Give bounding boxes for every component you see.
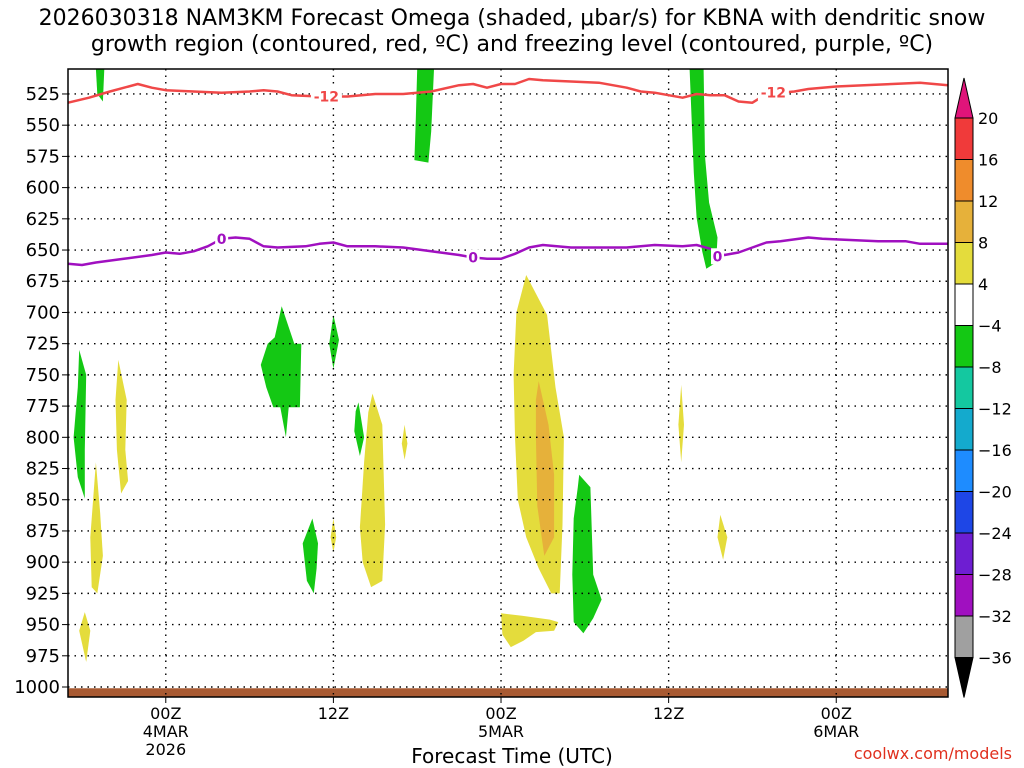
contour-label-bg-2-2 — [466, 249, 480, 266]
colorbar-label-9: −16 — [978, 441, 1012, 460]
colorbar-bin-4 — [954, 242, 974, 285]
colorbar-bin-13 — [954, 615, 974, 658]
y-tick-label-650: 650 — [26, 240, 60, 261]
y-tick-label-975: 975 — [26, 646, 60, 667]
omega-sinking-region-15 — [401, 424, 408, 460]
y-tick-label-525: 525 — [26, 84, 60, 105]
colorbar-label-10: −20 — [978, 483, 1012, 502]
omega-sinking-region-10 — [115, 359, 129, 494]
colorbar-bin-6 — [954, 325, 974, 368]
y-tick-label-725: 725 — [26, 334, 60, 355]
omega-ascent-region-3 — [689, 69, 718, 269]
y-tick-label-550: 550 — [26, 115, 60, 136]
contour-label-bg-1-1 — [310, 88, 342, 105]
colorbar-label-6: −4 — [978, 317, 1002, 336]
colorbar-label-1: 20 — [978, 109, 998, 128]
omega-shaded-layer — [68, 69, 948, 697]
contour-label-2-1: 0 — [217, 232, 227, 248]
omega-ascent-region-5 — [260, 306, 302, 438]
colorbar-label-8: −12 — [978, 400, 1012, 419]
x-tick-label-3-1: 00Z — [485, 704, 516, 723]
y-tick-label-775: 775 — [26, 396, 60, 417]
colorbar-top-arrow — [954, 77, 974, 119]
plot-frame — [67, 68, 949, 698]
colorbar-label-13: −32 — [978, 607, 1012, 626]
y-tick-label-675: 675 — [26, 271, 60, 292]
contour-label-1-2: -12 — [761, 86, 786, 102]
y-tick-label-1000: 1000 — [14, 677, 60, 698]
y-tick-label-925: 925 — [26, 583, 60, 604]
x-tick-label-3-2: 5MAR — [478, 722, 524, 741]
colorbar-label-4: 8 — [978, 234, 988, 253]
y-tick-label-875: 875 — [26, 521, 60, 542]
contour-label-2-3: 0 — [713, 249, 723, 265]
colorbar: 20 16 12 8 4 −4 −8 −12 −16 −20 −24 −28 −32 −36 — [954, 77, 1012, 698]
y-tick-label-950: 950 — [26, 615, 60, 636]
omega-moderate-sinking-region-20 — [535, 381, 555, 556]
omega-ascent-region-9 — [572, 474, 602, 634]
x-tick-label-1-1: 00Z — [150, 704, 181, 723]
contour-layer: -12 -12 0 0 0 — [67, 77, 949, 267]
gridlines — [68, 69, 948, 697]
omega-ascent-region-6 — [329, 315, 339, 369]
y-tick-label-750: 750 — [26, 365, 60, 386]
terrain-strip — [68, 688, 948, 697]
x-tick-label-4-1: 12Z — [653, 704, 684, 723]
contour-line-2 — [67, 236, 948, 267]
x-tick-label-5-2: 6MAR — [813, 722, 859, 741]
colorbar-label-5: 4 — [978, 275, 988, 294]
omega-sinking-region-11 — [90, 462, 103, 594]
colorbar-bin-9 — [954, 449, 974, 492]
chart-title-line-1: 2026030318 NAM3KM Forecast Omega (shaded… — [38, 6, 986, 31]
x-axis-title: Forecast Time (UTC) — [411, 744, 613, 768]
contour-label-2-2: 0 — [468, 251, 478, 267]
x-tick-label-5-1: 00Z — [821, 704, 852, 723]
omega-sinking-region-13 — [359, 393, 386, 588]
colorbar-bin-8 — [954, 408, 974, 451]
omega-sinking-region-19 — [717, 514, 728, 560]
omega-sinking-region-14 — [330, 518, 337, 553]
omega-sinking-region-17 — [501, 613, 559, 648]
y-tick-label-600: 600 — [26, 178, 60, 199]
x-tick-label-1-3: 2026 — [145, 740, 186, 759]
contour-label-bg-2-1 — [215, 230, 229, 247]
contour-label-1-1: -12 — [314, 89, 339, 105]
colorbar-label-7: −8 — [978, 358, 1002, 377]
colorbar-bin-12 — [954, 574, 974, 617]
plot-background — [68, 69, 948, 697]
y-tick-label-900: 900 — [26, 552, 60, 573]
y-tick-label-625: 625 — [26, 209, 60, 230]
colorbar-bin-2 — [954, 159, 974, 202]
contour-label-bg-2-3 — [711, 248, 725, 265]
colorbar-bin-1 — [954, 117, 974, 160]
colorbar-label-11: −24 — [978, 524, 1012, 543]
omega-sinking-region-18 — [678, 384, 684, 463]
x-tick-label-1-2: 4MAR — [143, 722, 189, 741]
site-credit: coolwx.com/models — [853, 744, 1012, 763]
y-tick-label-700: 700 — [26, 302, 60, 323]
omega-ascent-region-8 — [302, 518, 318, 594]
omega-ascent-region-4 — [73, 349, 87, 499]
colorbar-bin-11 — [954, 532, 974, 575]
colorbar-bin-7 — [954, 366, 974, 409]
colorbar-label-3: 12 — [978, 192, 998, 211]
terrain-layer — [68, 688, 948, 697]
axes: 525 550 575 600 625 650 675 700 725 750 775 800 825 8… — [14, 68, 949, 759]
omega-ascent-region-7 — [354, 402, 365, 456]
colorbar-bin-5 — [954, 283, 974, 326]
colorbar-bin-3 — [954, 200, 974, 243]
x-tick-label-2-1: 12Z — [318, 704, 349, 723]
y-tick-label-800: 800 — [26, 427, 60, 448]
colorbar-label-12: −28 — [978, 566, 1012, 585]
colorbar-bin-10 — [954, 491, 974, 534]
colorbar-label-14: −36 — [978, 649, 1012, 668]
colorbar-label-2: 16 — [978, 151, 998, 170]
contour-label-bg-1-2 — [757, 84, 789, 101]
y-tick-label-850: 850 — [26, 490, 60, 511]
y-tick-label-825: 825 — [26, 459, 60, 480]
colorbar-bottom-arrow — [954, 657, 974, 698]
y-tick-label-575: 575 — [26, 146, 60, 167]
chart-title-line-2: growth region (contoured, red, ºC) and f… — [90, 32, 934, 57]
